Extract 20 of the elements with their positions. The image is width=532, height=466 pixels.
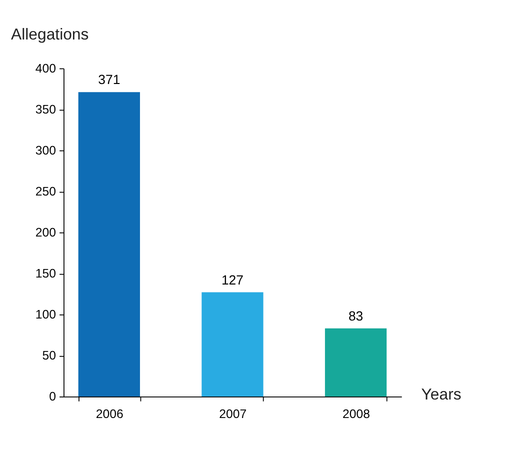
y-tick-label: 400 [35,61,56,76]
x-tick-label: 2008 [342,407,370,422]
bar [202,292,264,397]
bar [324,328,387,397]
y-tick-label: 0 [49,389,56,404]
y-tick-label: 250 [35,184,56,198]
x-axis-title: Years [421,386,462,404]
y-tick-label: 350 [35,102,56,116]
y-tick-label: 100 [35,307,56,322]
y-tick-label: 300 [35,143,56,158]
x-tick-label: 2006 [96,407,124,422]
y-axis-title: Allegations [11,26,89,44]
x-tick-label: 2007 [219,407,247,422]
data-label: 83 [348,308,364,324]
bar [78,92,140,397]
y-tick-label: 150 [35,266,56,280]
y-tick-label: 200 [35,225,56,240]
y-tick-label: 50 [42,348,56,362]
data-label: 371 [98,72,120,88]
data-label: 127 [221,272,244,288]
